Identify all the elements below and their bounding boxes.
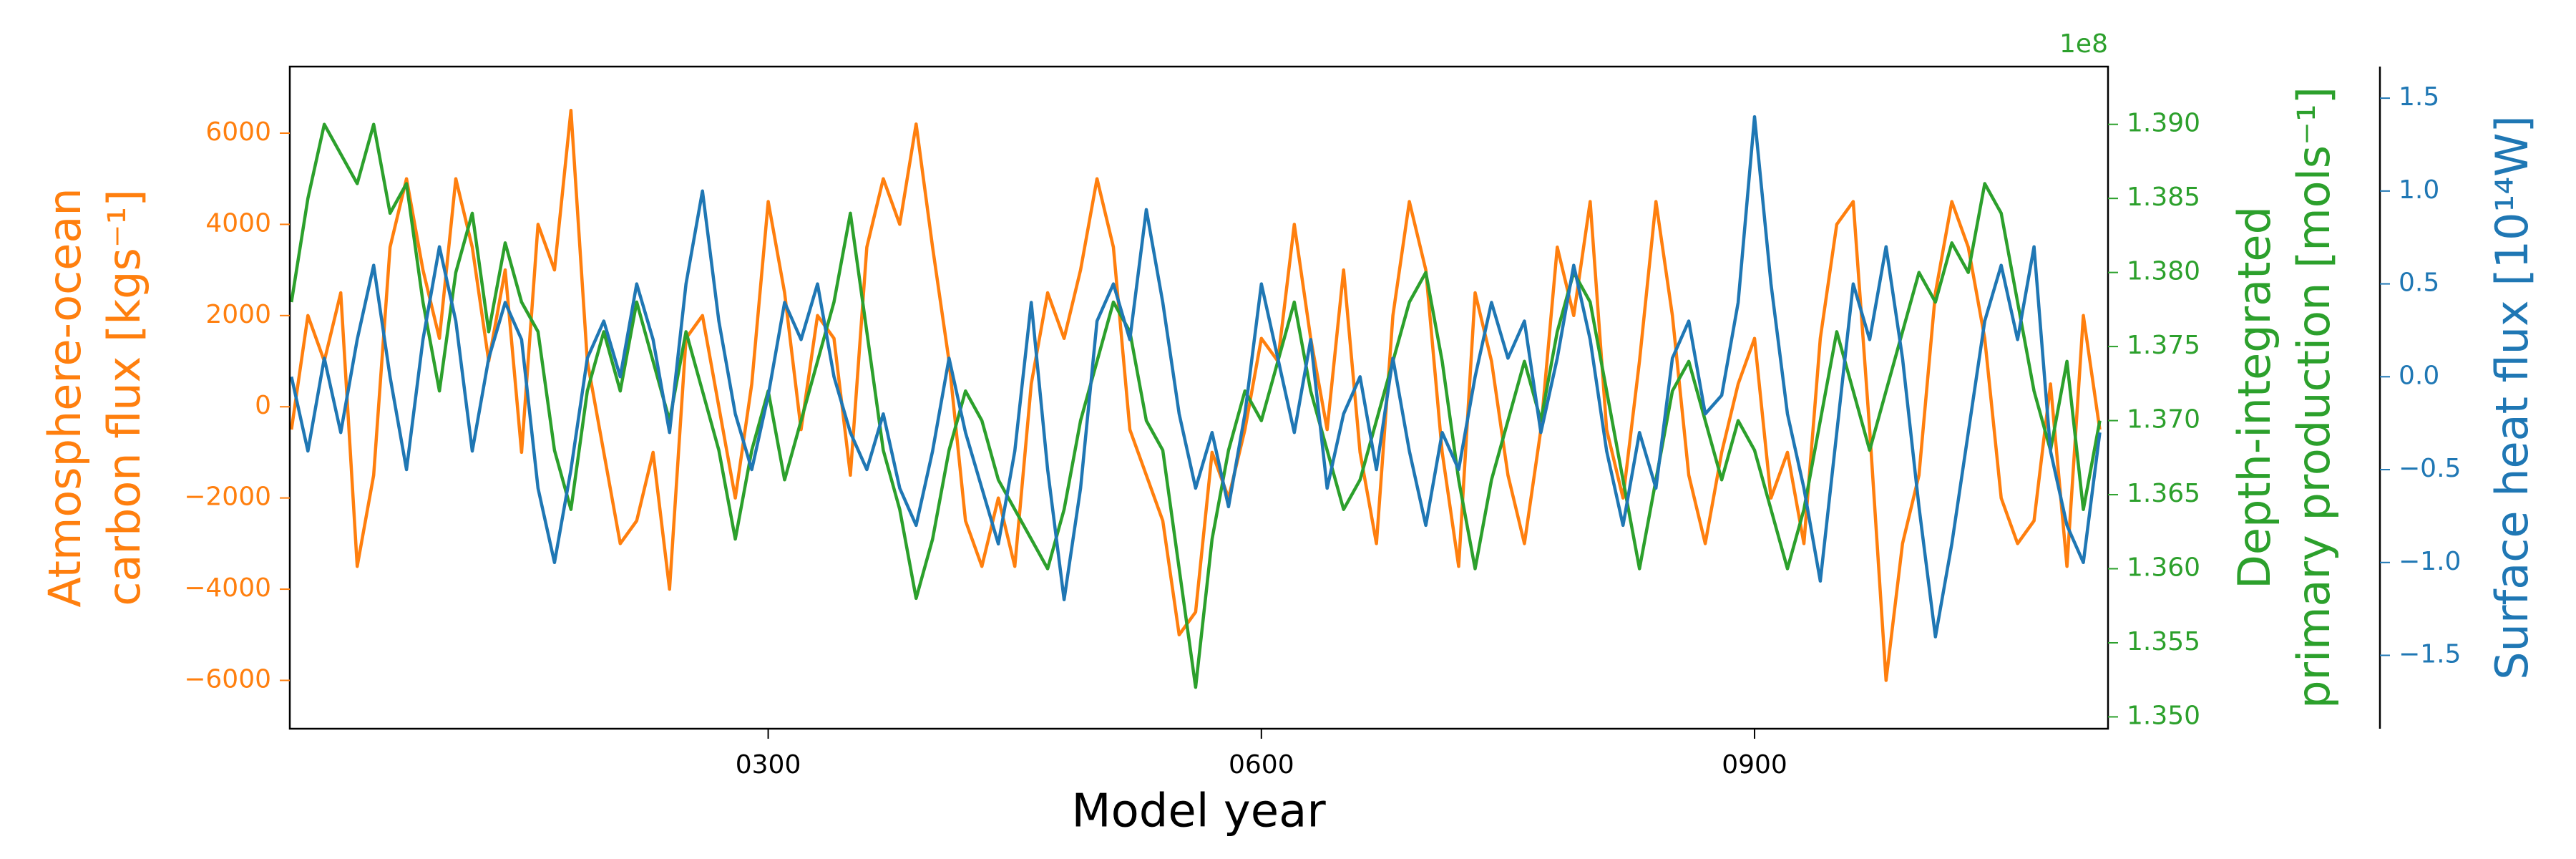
plot-frame xyxy=(288,65,2109,730)
series-line xyxy=(290,122,2102,689)
y-axis-label: Atmosphere-ocean xyxy=(39,188,91,607)
y3-tick-label: −0.5 xyxy=(2399,454,2461,483)
y-tick-label: 6000 xyxy=(205,117,271,147)
series-line xyxy=(290,115,2102,639)
series-line xyxy=(290,108,2102,682)
x-tick-label: 0300 xyxy=(736,750,801,780)
y-tick-label: 2000 xyxy=(205,300,271,329)
y3-tick-label: 1.0 xyxy=(2399,175,2439,205)
y2-offset: 1e8 xyxy=(2059,29,2108,59)
y3-tick-label: −1.0 xyxy=(2399,547,2461,576)
y3-tick-label: −1.5 xyxy=(2399,640,2461,669)
y2-axis-label: primary production [mols⁻¹] xyxy=(2288,87,2340,709)
y2-tick-label: 1.365 xyxy=(2127,479,2200,508)
y3-tick-label: 0.5 xyxy=(2399,268,2439,298)
y2-tick-label: 1.370 xyxy=(2127,405,2200,435)
y2-tick-label: 1.380 xyxy=(2127,257,2200,286)
y-axis-label: carbon flux [kgs⁻¹] xyxy=(98,189,150,606)
y2-tick-label: 1.375 xyxy=(2127,331,2200,360)
y2-tick-label: 1.355 xyxy=(2127,627,2200,656)
y2-tick-label: 1.350 xyxy=(2127,701,2200,730)
y2-axis-label: Depth-integrated xyxy=(2228,206,2280,589)
x-tick-label: 0900 xyxy=(1722,750,1787,780)
y3-tick-label: 0.0 xyxy=(2399,361,2439,390)
y2-tick-label: 1.390 xyxy=(2127,109,2200,138)
y3-axis-label: Surface heat flux [10¹⁴W] xyxy=(2486,115,2538,679)
y-tick-label: −2000 xyxy=(184,482,271,512)
x-axis-label: Model year xyxy=(1071,785,1326,838)
y-tick-label: 4000 xyxy=(205,208,271,238)
y-tick-label: 0 xyxy=(255,391,271,420)
y2-tick-label: 1.385 xyxy=(2127,183,2200,212)
plot-lines xyxy=(290,108,2102,689)
y2-tick-label: 1.360 xyxy=(2127,553,2200,583)
y-tick-label: −6000 xyxy=(184,664,271,694)
x-tick-label: 0600 xyxy=(1229,750,1294,780)
y-tick-label: −4000 xyxy=(184,573,271,603)
y3-tick-label: 1.5 xyxy=(2399,82,2439,112)
